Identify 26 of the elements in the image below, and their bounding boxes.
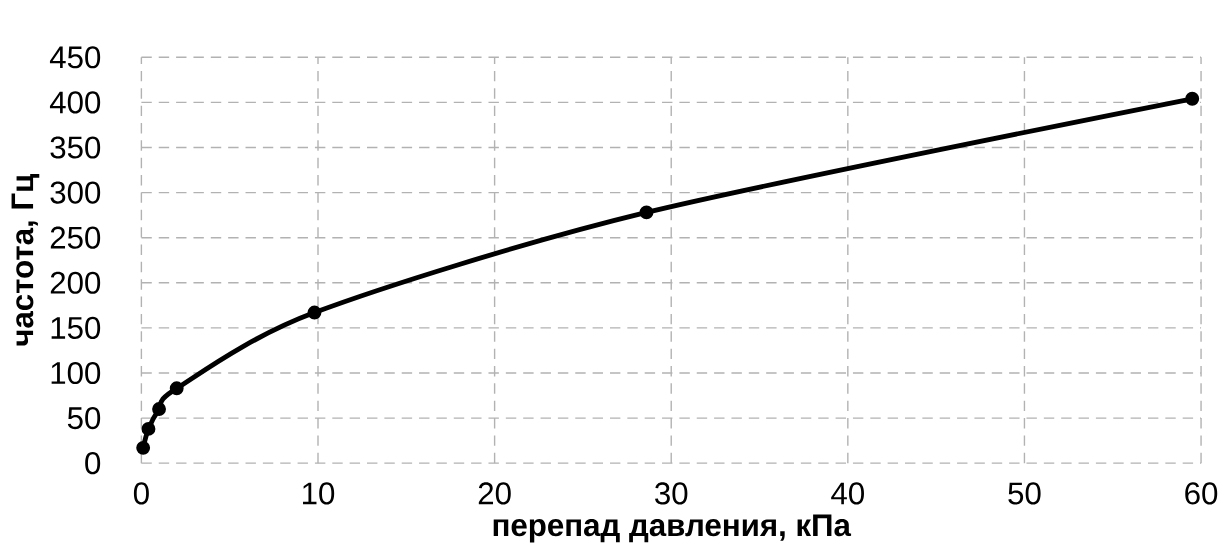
y-tick-label: 50 <box>67 407 101 430</box>
y-tick-label: 450 <box>49 46 101 69</box>
point <box>307 305 322 320</box>
y-tick-label: 400 <box>49 91 101 114</box>
y-tick-label: 150 <box>51 316 101 339</box>
y-tick-label: 100 <box>51 361 101 385</box>
x-tick-label: 20 <box>478 482 511 505</box>
x-tick-label: 10 <box>303 482 335 505</box>
y-tick-label: 250 <box>50 226 101 249</box>
point <box>1185 91 1200 106</box>
point <box>169 381 184 396</box>
x-axis-title: перепад давления, кПа <box>493 514 852 543</box>
x-tick-label: 30 <box>655 482 688 505</box>
y-tick-label: 0 <box>85 452 101 475</box>
y-tick-label: 350 <box>50 136 101 159</box>
x-tick-label: 40 <box>831 482 864 505</box>
point <box>152 402 166 416</box>
point <box>639 205 654 220</box>
y-tick-label: 300 <box>50 181 101 204</box>
x-tick-label: 50 <box>1008 482 1041 505</box>
point <box>141 421 156 436</box>
x-tick-label: 60 <box>1185 482 1218 505</box>
x-tick-label: 0 <box>133 482 149 505</box>
point <box>136 440 151 455</box>
y-tick-label: 200 <box>50 271 101 294</box>
y-axis-title: частота, Гц <box>11 173 40 346</box>
